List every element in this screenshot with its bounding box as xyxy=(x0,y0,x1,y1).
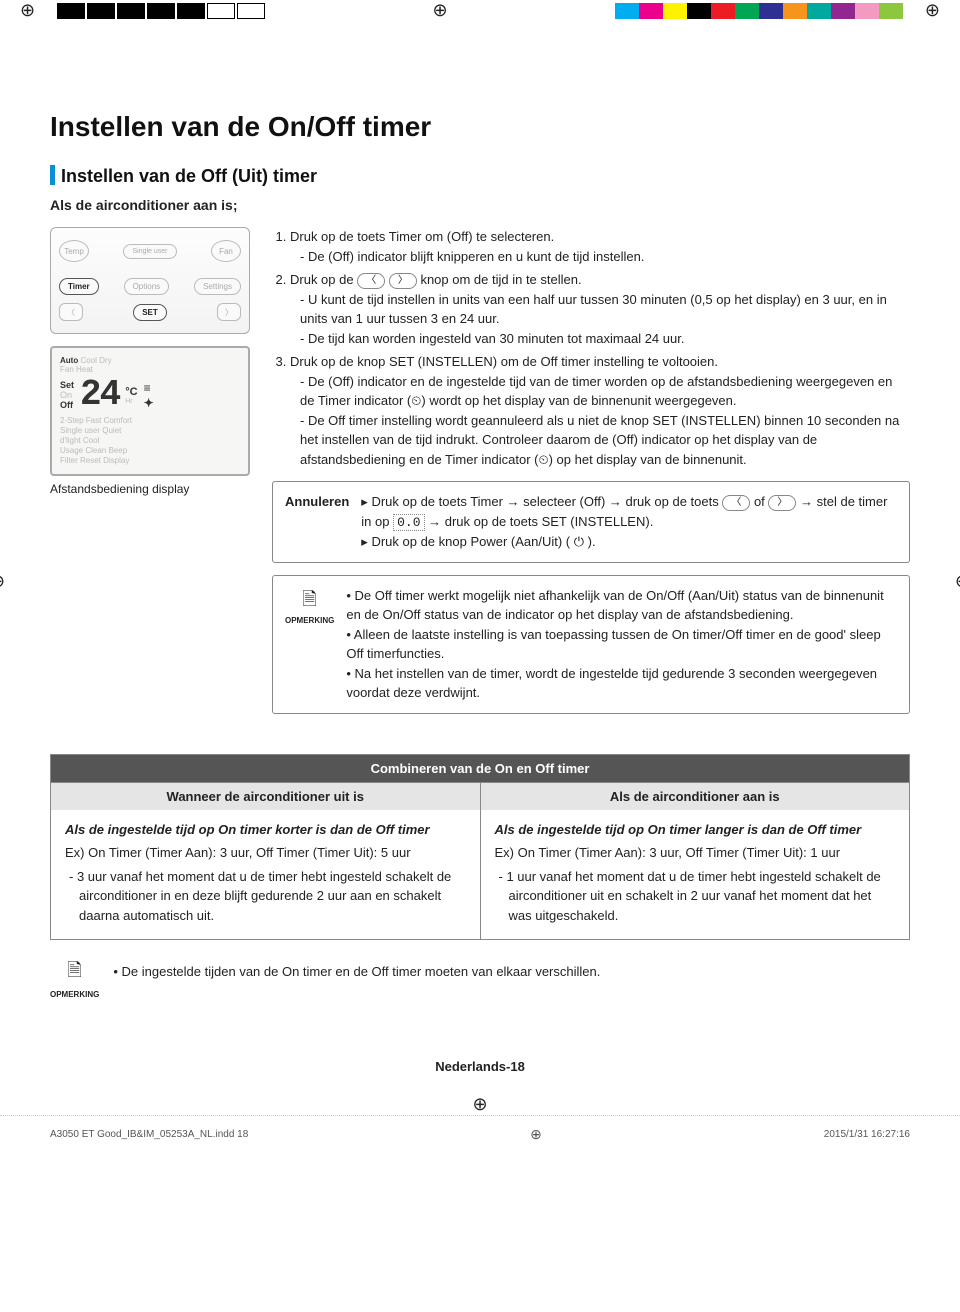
annuleren-label: Annuleren xyxy=(285,492,349,552)
instruction-list: Druk op de toets Timer om (Off) te selec… xyxy=(272,227,910,469)
page-title: Instellen van de On/Off timer xyxy=(50,111,910,143)
lead-text: Als de airconditioner aan is; xyxy=(50,197,910,213)
right-btn-icon: 〉 xyxy=(389,273,417,289)
opmerking-box: 🗎OPMERKING De Off timer werkt mogelijk n… xyxy=(272,575,910,714)
fan-button: Fan xyxy=(211,240,241,262)
reg-cross-icon: ⊕ xyxy=(20,0,35,21)
reg-cross-icon: ⊕ xyxy=(0,571,5,592)
combine-title: Combineren van de On en Off timer xyxy=(51,755,909,782)
lcd-number: 24 xyxy=(80,377,119,413)
lcd-caption: Afstandsbediening display xyxy=(50,482,250,496)
timer-button: Timer xyxy=(59,278,99,295)
lcd-illustration: Auto Cool Dry Fan Heat Set On Off 24 °C … xyxy=(50,346,250,476)
footer-date: 2015/1/31 16:27:16 xyxy=(824,1129,910,1140)
reg-cross-icon: ⊕ xyxy=(925,0,940,21)
footer: A3050 ET Good_IB&IM_05253A_NL.indd 18 ⊕ … xyxy=(0,1115,960,1153)
registration-marks-top: ⊕ ⊕ ⊕ xyxy=(0,0,960,21)
note-icon: 🗎OPMERKING xyxy=(50,958,99,999)
reg-cross-icon: ⊕ xyxy=(955,571,960,592)
lcd-set-label: Set xyxy=(60,380,74,390)
combine-col1-head: Wanneer de airconditioner uit is xyxy=(51,782,481,810)
right-arrow-button: 〉 xyxy=(217,303,241,321)
remote-illustration: Temp Single user Fan Timer Options Setti… xyxy=(50,227,250,334)
combine-col2-head: Als de airconditioner aan is xyxy=(481,782,910,810)
lcd-off-label: Off xyxy=(60,400,74,410)
singleuser-button: Single user xyxy=(123,244,176,259)
combine-cell-left: Als de ingestelde tijd op On timer korte… xyxy=(51,810,481,940)
temp-button: Temp xyxy=(59,240,89,262)
color-bar xyxy=(615,3,903,19)
options-button: Options xyxy=(124,278,170,295)
bottom-note: 🗎OPMERKING • De ingestelde tijden van de… xyxy=(50,958,910,999)
left-arrow-button: 〈 xyxy=(59,303,83,321)
reg-cross-icon: ⊕ xyxy=(530,1126,542,1143)
combine-cell-right: Als de ingestelde tijd op On timer lange… xyxy=(481,810,910,940)
section-title: Instellen van de Off (Uit) timer xyxy=(50,165,910,187)
set-button: SET xyxy=(133,304,167,321)
note-icon: 🗎OPMERKING xyxy=(285,586,334,703)
annuleren-box: Annuleren Druk op de toets Timer → selec… xyxy=(272,481,910,563)
settings-button: Settings xyxy=(194,278,241,295)
page-number: Nederlands-18 xyxy=(50,1059,910,1074)
left-btn-icon: 〈 xyxy=(357,273,385,289)
combine-table: Combineren van de On en Off timer Wannee… xyxy=(50,754,910,941)
reg-cross-icon: ⊕ xyxy=(432,0,447,21)
reg-cross-icon: ⊕ xyxy=(0,1094,960,1115)
footer-file: A3050 ET Good_IB&IM_05253A_NL.indd 18 xyxy=(50,1129,248,1140)
